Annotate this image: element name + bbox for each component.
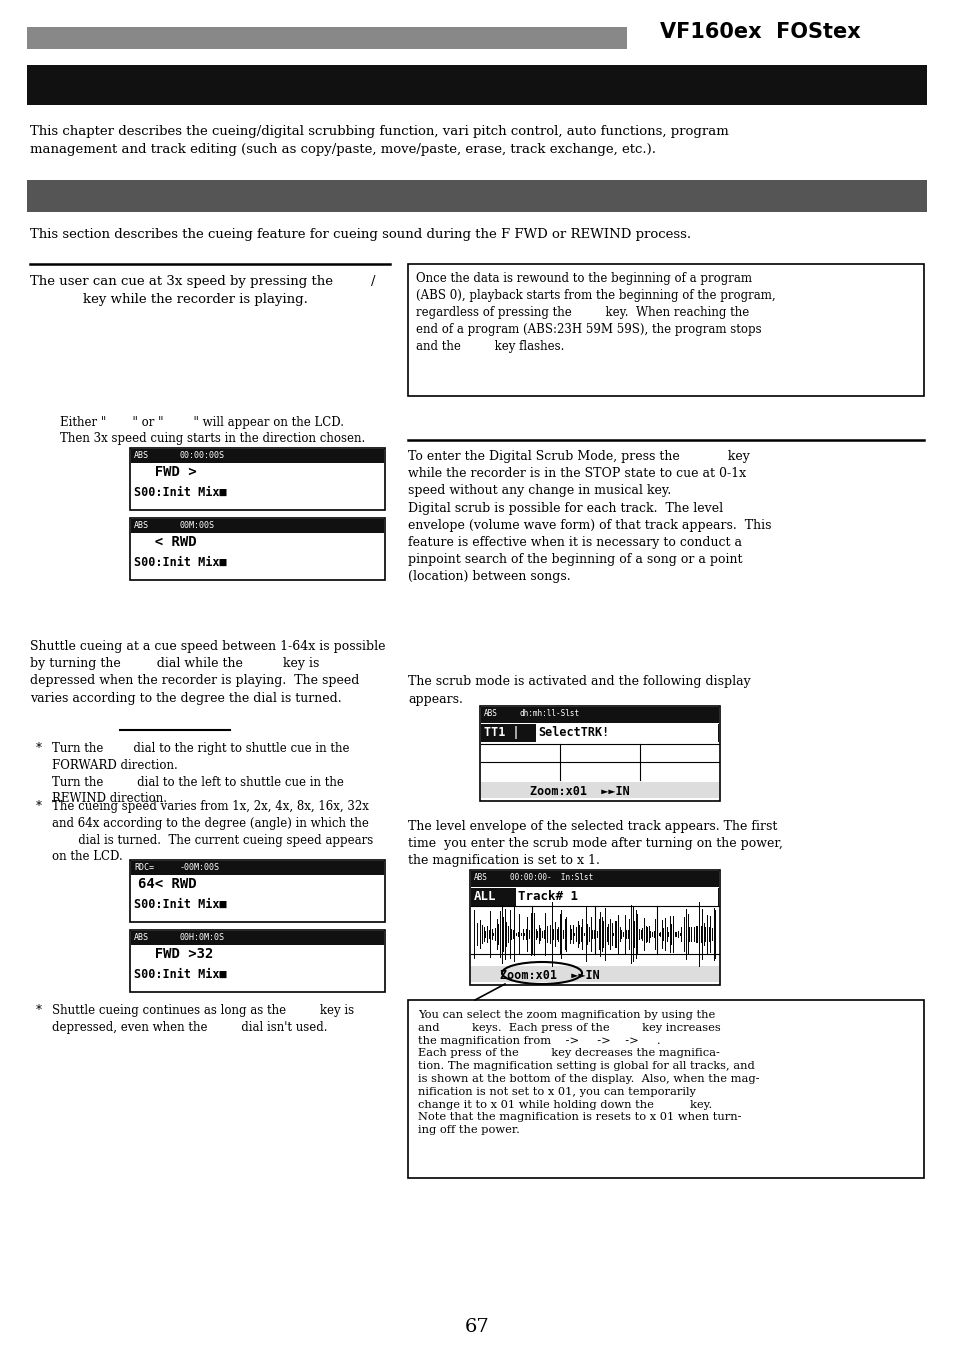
Text: The cueing speed varies from 1x, 2x, 4x, 8x, 16x, 32x
and 64x according to the d: The cueing speed varies from 1x, 2x, 4x,… [52,800,373,863]
Text: Track# 1: Track# 1 [519,890,579,902]
Text: Once the data is rewound to the beginning of a program
(ABS 0), playback starts : Once the data is rewound to the beginnin… [416,272,775,353]
Bar [130,929,385,992]
Text: The scrub mode is activated and the following display: The scrub mode is activated and the foll… [408,676,750,688]
Text: Shuttle cueing continues as long as the         key is
depressed, even when the : Shuttle cueing continues as long as the … [52,1004,354,1034]
Bar [479,707,720,801]
Text: 00:00:00S: 00:00:00S [180,451,225,459]
Text: Zoom:x01  ►►IN: Zoom:x01 ►►IN [530,785,629,798]
Text: FWD >32: FWD >32 [138,947,213,961]
Text: ABS: ABS [483,709,497,717]
Text: ABS: ABS [133,521,149,530]
Text: SelectTRK!: SelectTRK! [537,725,609,739]
Text: This section describes the cueing feature for cueing sound during the F FWD or R: This section describes the cueing featur… [30,228,690,240]
Text: *: * [36,1004,42,1017]
Text: Turn the        dial to the right to shuttle cue in the
FORWARD direction.
Turn : Turn the dial to the right to shuttle cu… [52,742,349,805]
Text: S00:Init Mix■: S00:Init Mix■ [133,486,227,499]
Text: S00:Init Mix■: S00:Init Mix■ [133,557,227,569]
Text: TT1 |: TT1 | [483,725,519,739]
Text: 00H:0M:0S: 00H:0M:0S [180,934,225,942]
Bar [470,870,720,985]
Text: VF160ex  FOStex: VF160ex FOStex [659,22,860,42]
Text: S00:Init Mix■: S00:Init Mix■ [133,898,227,911]
Text: RDC=: RDC= [133,863,153,871]
Text: Shuttle cueing at a cue speed between 1-64x is possible
by turning the         d: Shuttle cueing at a cue speed between 1-… [30,640,385,705]
Bar [130,861,385,921]
Text: To enter the Digital Scrub Mode, press the            key
while the recorder is : To enter the Digital Scrub Mode, press t… [408,450,771,584]
Text: -00M:00S: -00M:00S [180,863,220,871]
Text: appears.: appears. [408,693,462,707]
Bar [408,1000,923,1178]
Text: 64< RWD: 64< RWD [138,877,196,892]
Bar [471,888,719,907]
Bar [27,27,626,49]
Bar [131,519,384,534]
Text: ABS: ABS [133,451,149,459]
Text: *: * [36,800,42,813]
Text: *: * [36,742,42,755]
Bar [480,707,719,723]
Text: Track# 1: Track# 1 [517,890,578,902]
Text: Either "       " or "        " will appear on the LCD.: Either " " or " " will appear on the LCD… [60,416,344,430]
Bar [516,888,718,907]
Text: key while the recorder is playing.: key while the recorder is playing. [83,293,307,305]
Text: < RWD: < RWD [138,535,196,549]
Bar [131,931,384,944]
Text: ABS: ABS [474,873,487,882]
Text: Then 3x speed cuing starts in the direction chosen.: Then 3x speed cuing starts in the direct… [60,432,365,444]
Text: The level envelope of the selected track appears. The first
time  you enter the : The level envelope of the selected track… [408,820,782,867]
Bar [471,966,719,982]
Text: /: / [371,276,375,288]
Bar [27,65,926,105]
Text: S00:Init Mix■: S00:Init Mix■ [133,969,227,981]
Text: dh:mh:ll-Slst: dh:mh:ll-Slst [519,709,579,717]
Text: ABS: ABS [133,934,149,942]
Bar [27,180,926,212]
Bar [130,449,385,509]
Text: 00:00:00-  In:Slst: 00:00:00- In:Slst [510,873,593,882]
Text: The user can cue at 3x speed by pressing the: The user can cue at 3x speed by pressing… [30,276,333,288]
Text: This chapter describes the cueing/digital scrubbing function, vari pitch control: This chapter describes the cueing/digita… [30,126,728,155]
Text: 00M:00S: 00M:00S [180,521,214,530]
Bar [408,263,923,396]
Text: Zoom:x01  ►►IN: Zoom:x01 ►►IN [499,969,599,982]
Text: ALL: ALL [474,890,496,902]
Bar [471,871,719,888]
Text: 67: 67 [464,1319,489,1336]
Bar [536,724,718,742]
Text: You can select the zoom magnification by using the
and         keys.  Each press: You can select the zoom magnification by… [417,1011,759,1135]
Bar [131,861,384,875]
Text: FWD >: FWD > [138,465,196,480]
Bar [131,449,384,463]
Bar [480,724,719,742]
Bar [130,517,385,580]
Text: SelectTRK!: SelectTRK! [539,725,611,739]
Bar [480,782,719,798]
